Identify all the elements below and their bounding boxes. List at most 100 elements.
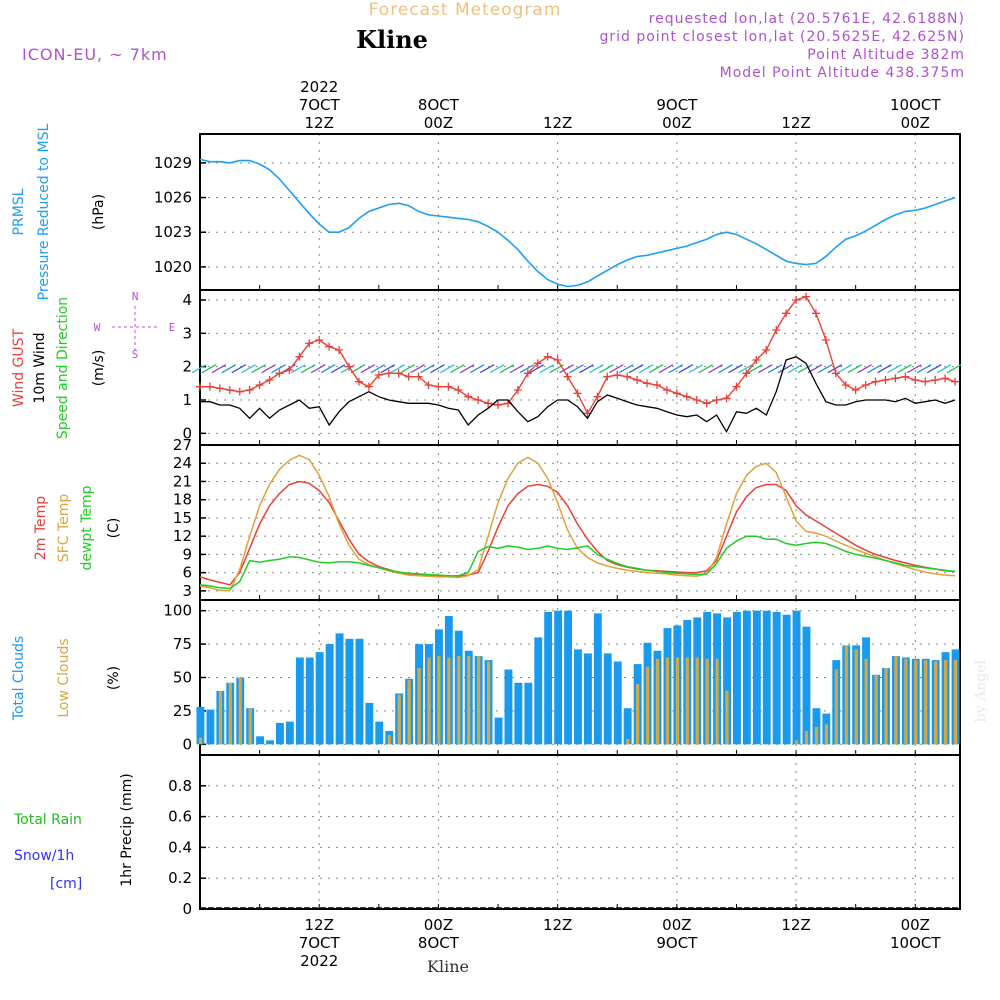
y-tick-label: 25 xyxy=(173,702,192,720)
wind-arrow xyxy=(420,364,435,374)
gust-marker xyxy=(325,342,334,351)
gust-marker xyxy=(792,296,801,304)
title-total-rain: Total Rain xyxy=(13,812,82,828)
bar-low-clouds xyxy=(685,657,689,745)
footer-station: Kline xyxy=(427,957,469,976)
title-pressure-msl: Pressure Reduced to MSL xyxy=(36,123,52,300)
bar-total-clouds xyxy=(544,612,553,745)
compass-rose: N S W E xyxy=(94,290,176,361)
wind-arrow xyxy=(261,364,276,374)
bar-low-clouds xyxy=(238,677,242,745)
wind-arrow xyxy=(201,364,217,374)
gust-marker xyxy=(523,369,532,378)
bar-total-clouds xyxy=(574,649,582,745)
y-tick-label: 1 xyxy=(182,391,192,409)
gust-marker xyxy=(861,381,870,389)
y-tick-label: 75 xyxy=(173,635,192,653)
top-time-label: 7OCT xyxy=(299,96,341,114)
gust-marker xyxy=(225,386,234,394)
wind-arrow xyxy=(231,364,247,374)
gust-marker xyxy=(384,369,393,378)
y-tick-label: 1029 xyxy=(154,154,192,172)
wind-arrow xyxy=(797,364,813,374)
bar-total-clouds xyxy=(285,721,294,745)
bar-total-clouds xyxy=(782,614,791,745)
bar-total-clouds xyxy=(325,644,334,745)
bottom-time-label: 12Z xyxy=(781,916,810,934)
gust-marker xyxy=(941,374,950,383)
wind-arrow xyxy=(400,364,415,374)
y-tick-label: 1020 xyxy=(154,258,192,276)
bar-low-clouds xyxy=(218,690,222,745)
bottom-time-label: 8OCT xyxy=(418,934,460,952)
wind-arrow xyxy=(638,364,654,374)
y-tick-label: 15 xyxy=(173,509,192,527)
gust-marker xyxy=(285,366,294,374)
gust-marker xyxy=(772,326,781,334)
bar-low-clouds xyxy=(824,724,828,745)
bar-low-clouds xyxy=(198,737,203,745)
bar-low-clouds xyxy=(715,658,719,745)
gust-marker xyxy=(603,372,612,381)
wind-arrow xyxy=(718,364,733,374)
bar-low-clouds xyxy=(924,660,928,745)
y-tick-label: 0 xyxy=(182,424,192,442)
y-tick-label: 21 xyxy=(173,472,192,490)
bar-low-clouds xyxy=(665,657,669,745)
gust-marker xyxy=(474,396,483,404)
bar-total-clouds xyxy=(196,706,205,745)
gust-marker xyxy=(255,381,264,389)
wind-arrow xyxy=(539,364,555,374)
bar-low-clouds xyxy=(854,649,858,745)
wind-arrow xyxy=(887,364,902,374)
top-time-label: 00Z xyxy=(662,114,691,132)
gust-marker xyxy=(245,386,254,394)
gust-marker xyxy=(205,382,214,391)
gust-marker xyxy=(752,356,761,364)
panel-frame xyxy=(199,754,961,910)
bottom-time-label: 00Z xyxy=(662,916,691,934)
series-line-wind xyxy=(200,355,956,434)
bar-low-clouds xyxy=(248,708,252,745)
gust-marker xyxy=(305,339,314,348)
title-dewpt-temp: dewpt Temp xyxy=(79,485,95,570)
bar-total-clouds xyxy=(792,610,801,745)
gust-marker xyxy=(295,352,304,361)
y-tick-label: 6 xyxy=(182,564,192,582)
bar-low-clouds xyxy=(864,658,868,745)
wind-arrow xyxy=(340,364,356,374)
y-tick-label: 50 xyxy=(173,669,192,687)
wind-arrow xyxy=(320,364,336,374)
wind-arrow xyxy=(757,364,773,374)
bar-total-clouds xyxy=(345,638,354,745)
wind-arrow xyxy=(211,364,227,374)
wind-arrow xyxy=(608,364,624,374)
bar-low-clouds xyxy=(953,660,958,745)
y-tick-label: 9 xyxy=(182,545,192,563)
wind-arrow xyxy=(300,364,316,374)
gust-marker xyxy=(712,396,721,404)
wind-arrow xyxy=(410,364,425,374)
title-2m-temp: 2m Temp xyxy=(33,496,49,560)
gust-marker xyxy=(394,369,403,378)
gust-marker xyxy=(484,399,493,408)
wind-arrow xyxy=(767,364,783,374)
bar-total-clouds xyxy=(365,702,374,745)
top-time-label: 00Z xyxy=(424,114,453,132)
gust-marker xyxy=(563,372,572,381)
wind-arrow xyxy=(519,364,535,374)
wind-series xyxy=(191,292,962,434)
gust-marker xyxy=(851,386,860,394)
bar-low-clouds xyxy=(467,656,471,745)
model-point-altitude: Model Point Altitude 438.375m xyxy=(720,65,965,81)
bar-total-clouds xyxy=(772,612,781,745)
bar-total-clouds xyxy=(276,722,284,745)
bar-total-clouds xyxy=(752,610,761,745)
title-sfc-temp: SFC Temp xyxy=(56,494,72,563)
wind-arrow xyxy=(449,364,465,374)
bar-total-clouds xyxy=(802,626,811,745)
title-total-clouds: Total Clouds xyxy=(11,636,27,721)
bar-total-clouds xyxy=(584,653,592,745)
bottom-time-label: 00Z xyxy=(901,916,930,934)
bar-low-clouds xyxy=(705,658,709,745)
